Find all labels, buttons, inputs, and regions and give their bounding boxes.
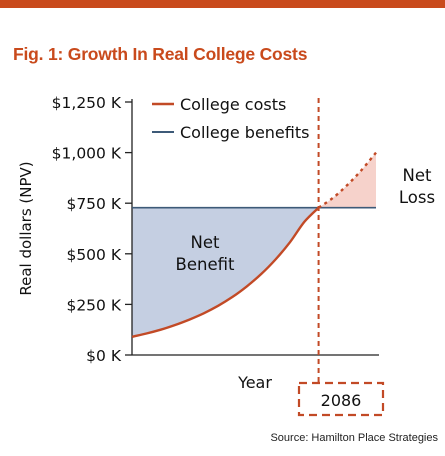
- legend-label-college-benefits: College benefits: [180, 123, 309, 142]
- series-line-college-costs-projection: [317, 151, 377, 209]
- crossover-year-box: [297, 381, 385, 417]
- annotation-net-loss-line1: Net: [403, 166, 432, 185]
- figure-title: Fig. 1: Growth In Real College Costs: [13, 44, 308, 64]
- top-accent-bar: [0, 0, 445, 8]
- y-tick-label: $0 K: [86, 347, 122, 365]
- legend-label-college-costs: College costs: [180, 95, 286, 114]
- annotation-net-benefit-line1: Net: [191, 233, 220, 252]
- y-tick-label: $1,250 K: [52, 94, 122, 112]
- series-line-college-costs: [131, 206, 320, 338]
- crossover-year-label: 2086: [321, 391, 362, 410]
- source-note: Source: Hamilton Place Strategies: [270, 432, 438, 444]
- y-tick-label: $250 K: [66, 296, 121, 314]
- annotation-net-benefit-line2: Benefit: [176, 255, 235, 274]
- net-loss-area: [318, 152, 376, 208]
- y-axis-label: Real dollars (NPV): [17, 161, 35, 295]
- y-tick-label: $750 K: [66, 195, 121, 213]
- x-axis-label: Year: [237, 373, 272, 392]
- annotation-net-loss-line2: Loss: [399, 188, 435, 207]
- y-tick-label: $1,000 K: [52, 145, 122, 163]
- y-tick-label: $500 K: [66, 246, 121, 264]
- net-benefit-area: [132, 207, 319, 337]
